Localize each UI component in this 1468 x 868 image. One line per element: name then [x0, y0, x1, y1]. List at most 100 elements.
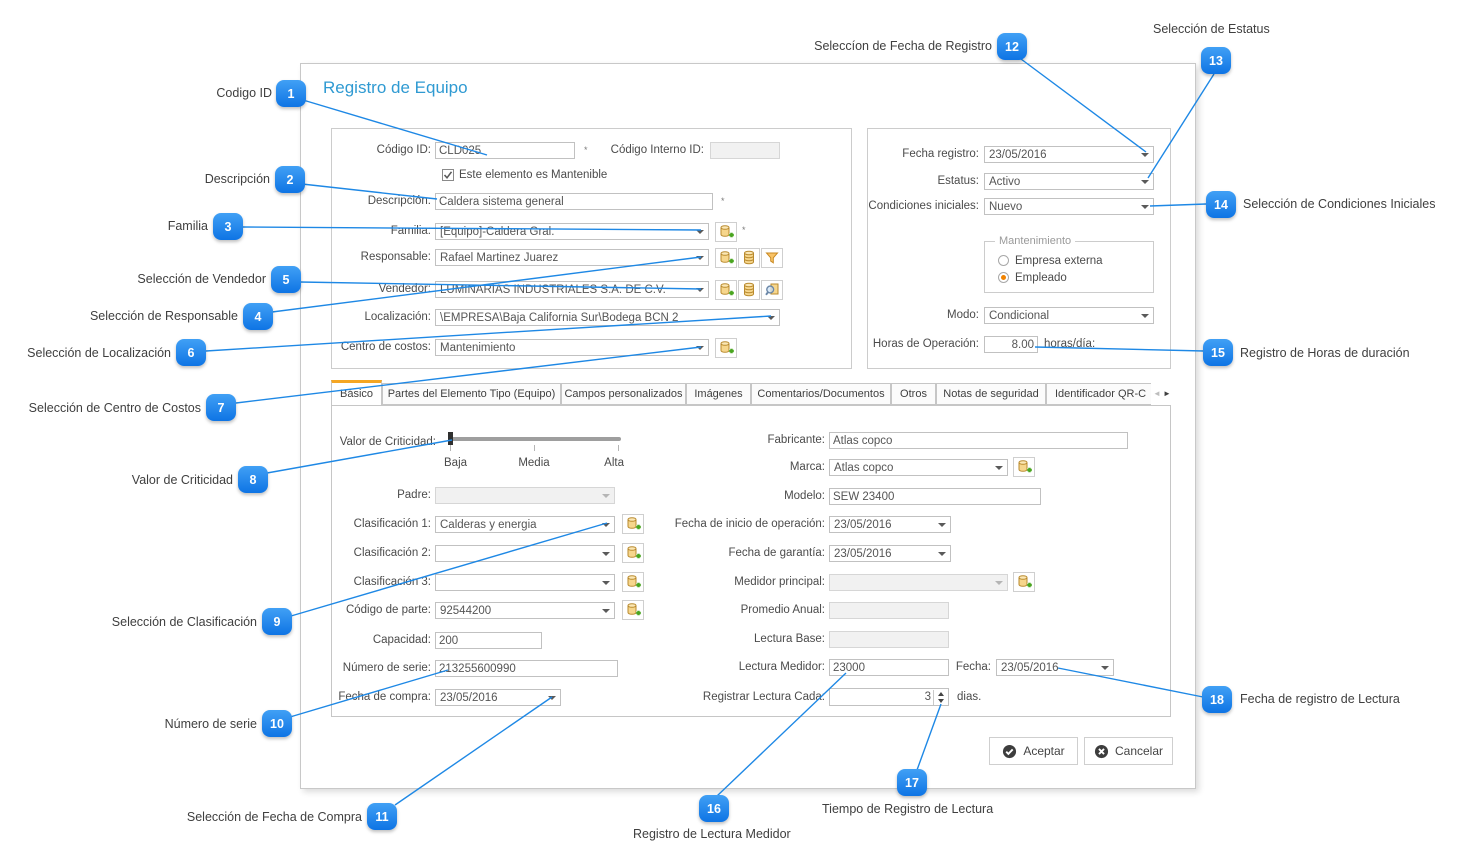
callout-badge-16: 16 — [699, 795, 729, 822]
callout-label-17: Tiempo de Registro de Lectura — [822, 802, 994, 816]
mantenible-checkbox[interactable] — [442, 169, 454, 181]
clasificacion2-label: Clasificación 2: — [353, 547, 431, 559]
vendedor-list-button[interactable] — [738, 280, 760, 300]
registrar-cada-spinner[interactable]: 3 — [829, 688, 949, 706]
callout-label-11: Selección de Fecha de Compra — [186, 810, 362, 824]
descripcion-label: Descripción: — [367, 195, 431, 207]
fecha-lectura-combo[interactable]: 23/05/2016 — [996, 659, 1114, 676]
database-add-icon — [625, 545, 641, 561]
fecha-registro-combo[interactable]: 23/05/2016 — [984, 146, 1154, 163]
tab-comentarios-documentos[interactable]: Comentarios/Documentos — [751, 383, 891, 405]
responsable-list-button[interactable] — [738, 248, 760, 268]
spinner-up-icon[interactable] — [934, 690, 947, 698]
centro-costos-combo[interactable]: Mantenimiento — [435, 339, 709, 356]
callout-label-9: Selección de Clasificación — [111, 615, 257, 629]
clasificacion2-add-button[interactable] — [622, 543, 644, 563]
responsable-add-button[interactable] — [715, 248, 737, 268]
aceptar-button[interactable]: Aceptar — [989, 737, 1078, 765]
medidor-principal-combo — [829, 574, 1008, 591]
checkmark-icon — [443, 171, 453, 180]
marca-combo[interactable]: Atlas copco — [829, 459, 1008, 476]
criticidad-slider-track[interactable] — [449, 437, 621, 441]
modo-combo[interactable]: Condicional — [984, 307, 1154, 324]
codigo-parte-add-button[interactable] — [622, 600, 644, 620]
slider-tick — [618, 445, 619, 451]
modelo-input[interactable] — [829, 488, 1041, 505]
callout-badge-7: 7 — [206, 394, 236, 421]
condiciones-combo[interactable]: Nuevo — [984, 198, 1154, 215]
empleado-radio[interactable] — [998, 272, 1009, 283]
callout-label-7: Selección de Centro de Costos — [28, 401, 201, 415]
registrar-cada-value: 3 — [924, 691, 931, 703]
padre-combo — [435, 487, 615, 504]
callout-badge-10: 10 — [262, 710, 292, 737]
tab-notas-seguridad[interactable]: Notas de seguridad — [936, 383, 1046, 405]
tab-basico[interactable]: Básico — [331, 380, 382, 405]
lectura-medidor-input[interactable] — [829, 659, 949, 676]
chevron-down-icon — [1141, 205, 1149, 209]
callout-label-12: Seleccíon de Fecha de Registro — [814, 39, 992, 53]
fecha-inicio-combo[interactable]: 23/05/2016 — [829, 516, 951, 533]
estatus-label: Estatus: — [937, 175, 979, 187]
estatus-combo[interactable]: Activo — [984, 173, 1154, 190]
tab-scroll-right-icon[interactable]: ► — [1163, 389, 1171, 398]
clasificacion3-add-button[interactable] — [622, 572, 644, 592]
responsable-combo[interactable]: Rafael Martinez Juarez — [435, 249, 709, 266]
mantenimiento-groupbox: Mantenimiento — [984, 235, 1154, 293]
chevron-down-icon — [602, 494, 610, 498]
clasificacion2-combo[interactable] — [435, 545, 615, 562]
spinner-down-icon[interactable] — [934, 698, 947, 706]
slider-tick — [450, 445, 451, 451]
tab-imagenes[interactable]: Imágenes — [686, 383, 751, 405]
localizacion-combo-value: \EMPRESA\Baja California Sur\Bodega BCN … — [440, 311, 679, 324]
modo-label: Modo: — [947, 309, 979, 321]
marca-add-button[interactable] — [1013, 457, 1035, 477]
horas-operacion-input[interactable] — [984, 336, 1038, 353]
estatus-value: Activo — [989, 175, 1021, 188]
callout-badge-9: 9 — [262, 608, 292, 635]
criticidad-slider-handle[interactable] — [448, 432, 453, 445]
callout-label-1: Codigo ID — [216, 86, 272, 100]
vendedor-combo-value: LUMINARIAS INDUSTRIALES S.A. DE C.V. — [440, 283, 666, 296]
centro-costos-label: Centro de costos: — [340, 341, 431, 353]
tab-scroll-left-icon[interactable]: ◄ — [1153, 389, 1161, 398]
codigo-parte-combo[interactable]: 92544200 — [435, 602, 615, 619]
clasificacion1-value: Calderas y energia — [440, 518, 537, 531]
familia-combo[interactable]: [Equipo]-Caldera Gral. — [435, 223, 709, 240]
responsable-filter-button[interactable] — [761, 248, 783, 268]
clasificacion1-add-button[interactable] — [622, 514, 644, 534]
chevron-down-icon — [696, 346, 704, 350]
numero-serie-input[interactable] — [435, 660, 618, 677]
cancelar-label: Cancelar — [1114, 744, 1164, 758]
clasificacion1-combo[interactable]: Calderas y energia — [435, 516, 615, 533]
vendedor-search-button[interactable] — [761, 280, 783, 300]
vendedor-add-button[interactable] — [715, 280, 737, 300]
promedio-anual-input — [829, 602, 949, 619]
tab-campos-personalizados[interactable]: Campos personalizados — [561, 383, 686, 405]
fecha-registro-label: Fecha registro: — [902, 148, 979, 160]
clasificacion3-combo[interactable] — [435, 574, 615, 591]
tab-identificador-qr[interactable]: Identificador QR-C — [1046, 383, 1151, 405]
filter-icon — [764, 250, 780, 266]
vendedor-combo[interactable]: LUMINARIAS INDUSTRIALES S.A. DE C.V. — [435, 281, 709, 298]
medidor-add-button[interactable] — [1013, 572, 1035, 592]
localizacion-combo[interactable]: \EMPRESA\Baja California Sur\Bodega BCN … — [435, 309, 780, 326]
fecha-compra-combo[interactable]: 23/05/2016 — [435, 689, 561, 706]
chevron-down-icon — [1141, 153, 1149, 157]
ok-circle-icon — [1002, 744, 1017, 759]
familia-add-button[interactable] — [715, 222, 737, 242]
empresa-externa-radio[interactable] — [998, 255, 1009, 266]
centro-costos-add-button[interactable] — [715, 338, 737, 358]
descripcion-input[interactable] — [435, 193, 713, 210]
chevron-down-icon — [1101, 666, 1109, 670]
capacidad-input[interactable] — [435, 632, 542, 649]
localizacion-label: Localización: — [364, 311, 431, 323]
required-mark: * — [721, 196, 725, 206]
tab-otros[interactable]: Otros — [891, 383, 936, 405]
cancelar-button[interactable]: Cancelar — [1084, 737, 1173, 765]
callout-label-14: Selección de Condiciones Iniciales — [1243, 197, 1436, 211]
fecha-garantia-combo[interactable]: 23/05/2016 — [829, 545, 951, 562]
tab-partes-elemento[interactable]: Partes del Elemento Tipo (Equipo) — [382, 383, 561, 405]
fabricante-input[interactable] — [829, 432, 1128, 449]
fecha-compra-label: Fecha de compra: — [338, 691, 431, 703]
